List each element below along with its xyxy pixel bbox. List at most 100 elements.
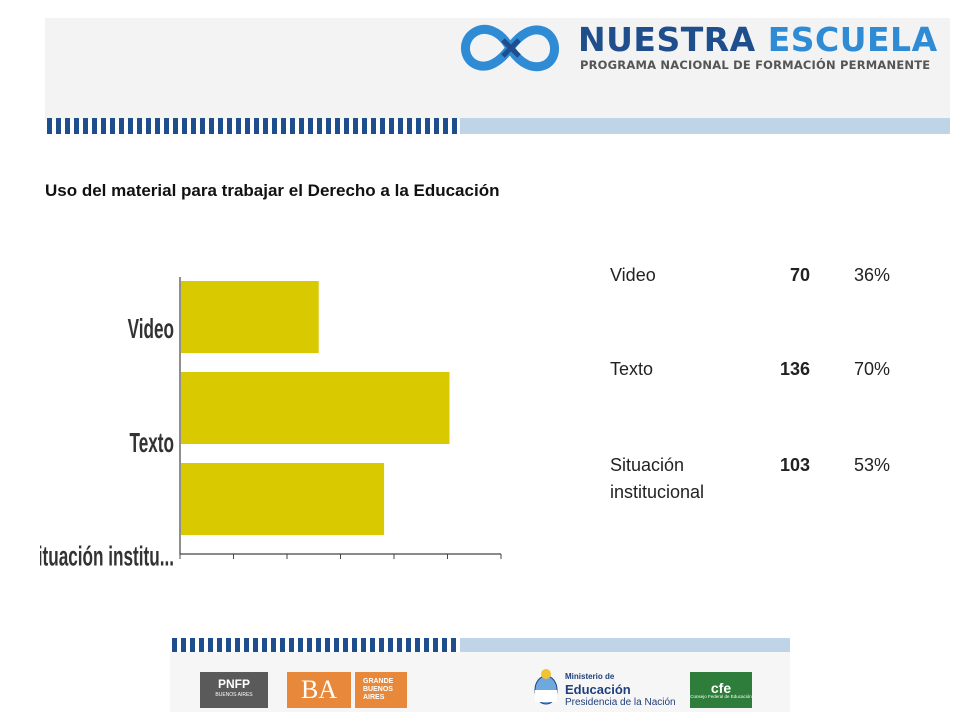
stripe-tick: [101, 118, 106, 134]
stripe-tick: [200, 118, 205, 134]
cfe-logo-subtext: Consejo Federal de Educación: [690, 693, 752, 699]
stripe-tick: [443, 118, 448, 134]
stripe-tick: [137, 118, 142, 134]
stripe-tick: [415, 638, 420, 652]
logo-title: NUESTRA ESCUELA: [578, 20, 938, 59]
stripe-tick: [191, 118, 196, 134]
stripe-tick: [316, 638, 321, 652]
logo-title-part2: ESCUELA: [767, 20, 938, 59]
stripe-tick: [245, 118, 250, 134]
stripe-tick: [281, 118, 286, 134]
table-count: 136: [779, 359, 810, 379]
stripe-tick: [182, 118, 187, 134]
stripe-tick: [235, 638, 240, 652]
stripe-tick: [289, 638, 294, 652]
stripe-tick: [236, 118, 241, 134]
gba-line3: AIRES: [363, 694, 385, 701]
stripe-tick: [172, 638, 177, 652]
table-count: 70: [789, 265, 810, 285]
stripe-tick: [173, 118, 178, 134]
bar: [181, 463, 385, 535]
ministerio-line3: Presidencia de la Nación: [565, 697, 676, 708]
logo-title-part1: NUESTRA: [578, 20, 756, 59]
gba-line1: GRANDE: [363, 678, 394, 685]
ministerio-line2: Educación: [565, 682, 631, 697]
stripe-tick: [56, 118, 61, 134]
stripe-tick: [371, 118, 376, 134]
ba-logo: BA: [287, 672, 351, 708]
cfe-logo-text: cfe: [710, 679, 732, 696]
stripe-tick: [325, 638, 330, 652]
stripe-tick: [146, 118, 151, 134]
argentina-shield-icon: [534, 669, 558, 705]
table-percent: 70%: [853, 359, 890, 379]
stripe-tick: [119, 118, 124, 134]
category-label: Video: [128, 313, 174, 344]
stripe-tick: [353, 118, 358, 134]
stripe-tick: [361, 638, 366, 652]
stripe-tick: [280, 638, 285, 652]
stripe-tick: [343, 638, 348, 652]
footer-band: [170, 652, 790, 712]
stripe-tick: [452, 118, 457, 134]
stripe-tick: [416, 118, 421, 134]
stripe-tick: [128, 118, 133, 134]
table-label: Texto: [610, 359, 654, 379]
stripe-tick: [218, 118, 223, 134]
stripe-tick: [263, 118, 268, 134]
stripe-tick: [217, 638, 222, 652]
table-label: Situación institucional: [610, 455, 705, 502]
stripe-tick: [262, 638, 267, 652]
logo-subtitle: PROGRAMA NACIONAL DE FORMACIÓN PERMANENT…: [580, 58, 931, 72]
stripe-tick: [442, 638, 447, 652]
stripe-tick: [271, 638, 276, 652]
table-label: Video: [610, 265, 656, 285]
stripe-tick: [398, 118, 403, 134]
decorative-stripe-top: [47, 118, 950, 134]
stripe-tick: [362, 118, 367, 134]
stripe-tick: [317, 118, 322, 134]
stripe-tick: [344, 118, 349, 134]
category-label: Texto: [130, 427, 174, 458]
gba-line2: BUENOS: [363, 686, 393, 693]
stripe-tick: [83, 118, 88, 134]
table-percent: 36%: [853, 265, 890, 285]
stripe-tick: [190, 638, 195, 652]
ministerio-logo: Ministerio de Educación Presidencia de l…: [565, 670, 676, 709]
stripe-tick: [352, 638, 357, 652]
pnfp-logo-subtext: BUENOS AIRES: [215, 692, 253, 698]
cfe-logo: cfe Consejo Federal de Educación: [690, 672, 752, 708]
stripe-tick: [92, 118, 97, 134]
category-label: Situación institu...: [40, 541, 174, 572]
stripe-tick: [226, 638, 231, 652]
stripe-tick: [334, 638, 339, 652]
stripe-tick: [424, 638, 429, 652]
pnfp-logo: PNFP BUENOS AIRES: [200, 672, 268, 708]
section-title: Uso del material para trabajar el Derech…: [45, 181, 500, 200]
stripe-tick: [254, 118, 259, 134]
stripe-tick: [199, 638, 204, 652]
stripe-tick: [244, 638, 249, 652]
decorative-stripe-bottom: [172, 638, 790, 652]
table-count: 103: [779, 455, 810, 475]
stripe-tick: [164, 118, 169, 134]
stripe-tick: [307, 638, 312, 652]
stripe-tick: [406, 638, 411, 652]
stripe-tick: [370, 638, 375, 652]
stripe-tick: [253, 638, 258, 652]
stripe-tick: [451, 638, 456, 652]
stripe-tick: [380, 118, 385, 134]
stripe-tick: [47, 118, 52, 134]
stripe-tick: [272, 118, 277, 134]
stripe-tick: [388, 638, 393, 652]
stripe-tick: [308, 118, 313, 134]
stripe-tick: [299, 118, 304, 134]
stripe-tick: [434, 118, 439, 134]
stripe-tick: [389, 118, 394, 134]
stripe-tick: [110, 118, 115, 134]
stripe-tick: [433, 638, 438, 652]
stripe-tick: [298, 638, 303, 652]
stripe-tick: [208, 638, 213, 652]
stripe-tick: [155, 118, 160, 134]
